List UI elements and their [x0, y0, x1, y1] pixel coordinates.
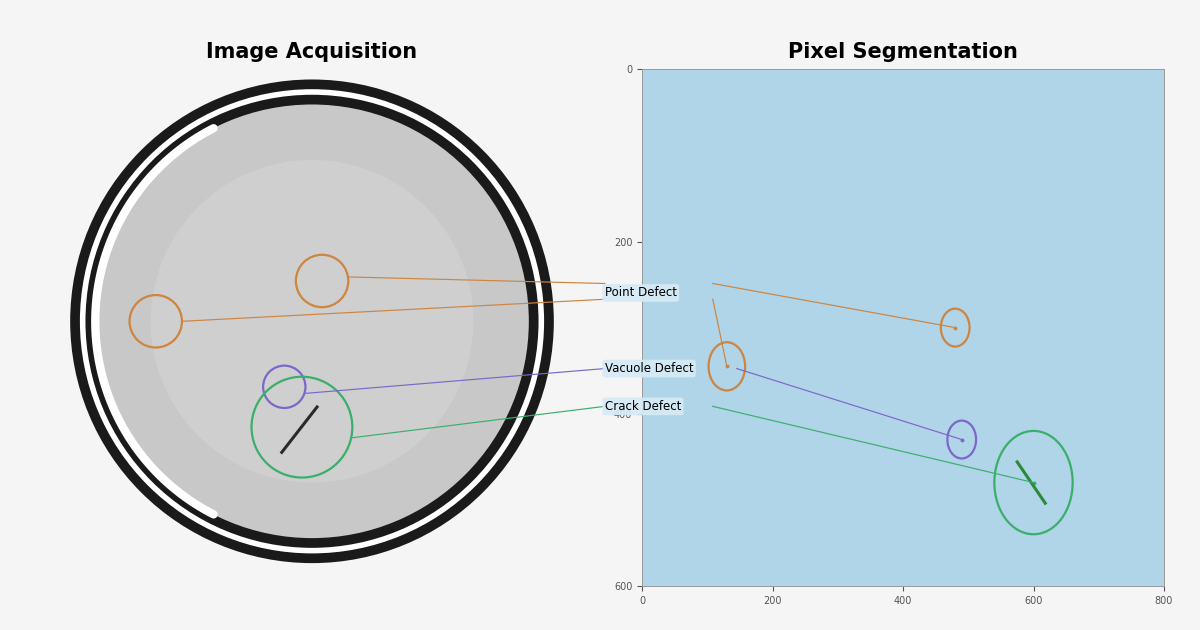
Text: Point Defect: Point Defect	[605, 287, 677, 299]
Text: Vacuole Defect: Vacuole Defect	[605, 362, 694, 375]
Title: Pixel Segmentation: Pixel Segmentation	[788, 42, 1018, 62]
Title: Image Acquisition: Image Acquisition	[206, 42, 418, 62]
Circle shape	[151, 160, 473, 483]
Circle shape	[83, 92, 541, 551]
Text: Crack Defect: Crack Defect	[605, 400, 682, 413]
